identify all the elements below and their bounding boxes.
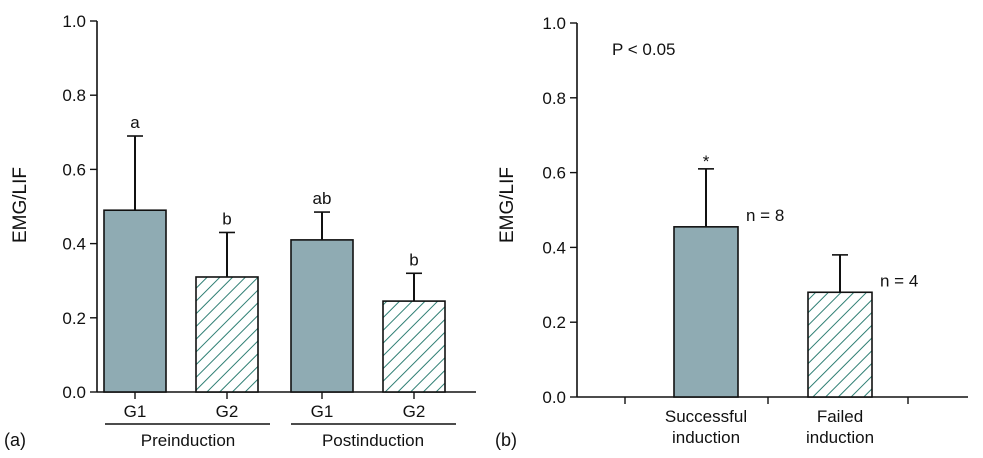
group-label: Postinduction bbox=[322, 431, 424, 450]
significance-letter: ab bbox=[313, 189, 332, 208]
y-tick-label: 0.8 bbox=[542, 89, 566, 108]
significance-star: * bbox=[703, 152, 710, 171]
x-tick-label: induction bbox=[806, 428, 874, 447]
y-axis-title: EMG/LIF bbox=[10, 167, 31, 243]
bar bbox=[382, 300, 446, 393]
panel-b: 0.0 0.2 0.4 0.6 0.8 1.0 EMG/LIF P < 0.05 * n = 8 S… bbox=[495, 14, 968, 450]
x-tick-label: Successful bbox=[665, 407, 747, 426]
n-label: n = 8 bbox=[746, 206, 784, 225]
y-tick-label: 1.0 bbox=[62, 12, 86, 31]
significance-letter: b bbox=[222, 209, 231, 228]
significance-letter: a bbox=[130, 113, 140, 132]
bar bbox=[290, 239, 354, 393]
x-tick-label: G1 bbox=[311, 402, 334, 421]
y-tick-label: 0.0 bbox=[542, 388, 566, 407]
y-tick-label: 1.0 bbox=[542, 14, 566, 33]
panel-label: (b) bbox=[495, 430, 517, 450]
bar bbox=[195, 276, 259, 393]
y-tick-label: 0.4 bbox=[62, 235, 86, 254]
x-tick-label: G2 bbox=[216, 402, 239, 421]
bar bbox=[103, 209, 167, 393]
y-tick-label: 0.8 bbox=[62, 86, 86, 105]
x-tick-label: G1 bbox=[124, 402, 147, 421]
y-axis-title: EMG/LIF bbox=[497, 167, 518, 243]
x-tick-label: induction bbox=[672, 428, 740, 447]
bar bbox=[807, 291, 873, 398]
panel-label: (a) bbox=[4, 430, 26, 450]
significance-letter: b bbox=[409, 250, 418, 269]
y-tick-label: 0.0 bbox=[62, 383, 86, 402]
y-tick-label: 0.6 bbox=[62, 160, 86, 179]
p-value-label: P < 0.05 bbox=[612, 40, 676, 59]
group-label: Preinduction bbox=[141, 431, 236, 450]
panel-a: 0.0 0.2 0.4 0.6 0.8 1.0 EMG/LIF a G1 b G2 ab G1 b G2 Pr… bbox=[4, 12, 476, 450]
n-label: n = 4 bbox=[880, 271, 918, 290]
y-tick-label: 0.2 bbox=[62, 309, 86, 328]
x-tick-label: Failed bbox=[817, 407, 863, 426]
y-tick-label: 0.4 bbox=[542, 238, 566, 257]
y-tick-label: 0.6 bbox=[542, 164, 566, 183]
x-tick-label: G2 bbox=[403, 402, 426, 421]
bar bbox=[673, 226, 739, 398]
y-tick-label: 0.2 bbox=[542, 313, 566, 332]
